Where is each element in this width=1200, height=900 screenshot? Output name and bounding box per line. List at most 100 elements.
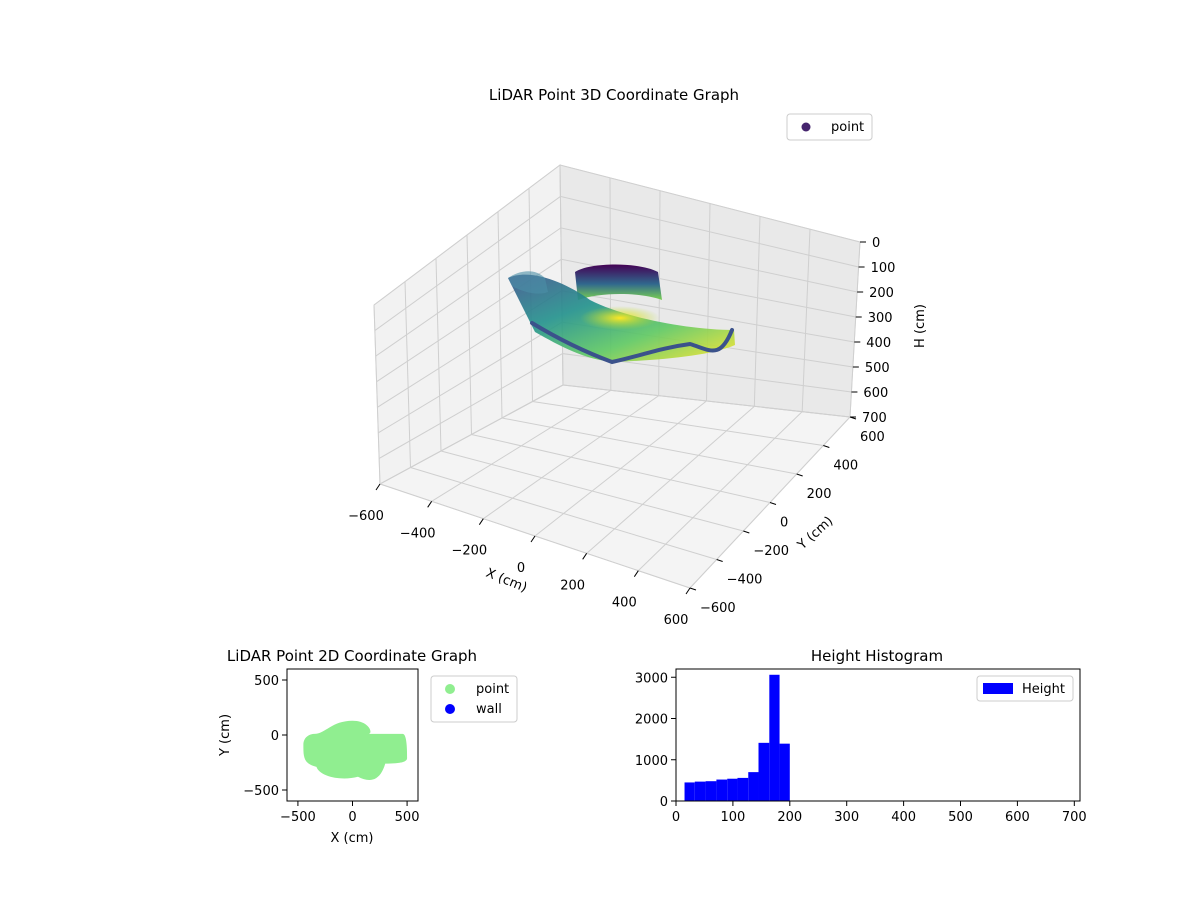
legend-histogram-swatch [983,683,1013,694]
scatter-series-point [303,720,408,780]
histogram-frame [675,668,1081,802]
grid-line-z [379,384,851,485]
histogram-bars [684,674,790,801]
grid-line-y-wall [404,281,411,468]
x-tick-label: 600 [664,613,689,628]
legend-3d-marker [801,122,811,132]
chart-3d: LiDAR Point 3D Coordinate Graph 0 100 200 3… [348,86,928,628]
z-tick-label: 700 [862,411,887,426]
histogram-bar [684,782,695,801]
grid-line-y [471,434,771,503]
histogram-bar [694,781,706,801]
grid-line-y [440,450,744,532]
x-tick-label: −600 [348,509,384,524]
y-tick-label: −200 [753,544,789,559]
legend-histogram-label: Height [1022,682,1065,697]
grid-line-z [378,353,852,459]
histogram-x-tick-label: 500 [948,810,973,825]
histogram-bar [705,781,717,801]
z-tick-label: 200 [869,286,894,301]
grid-line-x-wall [706,203,711,402]
y-axis-label-3d: Y (cm) [794,514,836,554]
z-tick-label: 0 [872,236,880,251]
histogram-bar [769,674,780,801]
cloud-arm [508,271,548,294]
z-axis-ticks: 0 100 200 300 400 500 600 700 [850,236,895,426]
y-tick-mark [823,445,830,448]
y-tick-label-2d: 500 [254,674,279,689]
grid-line-z [376,258,856,383]
x-tick-label: 400 [612,596,637,611]
chart-2d: LiDAR Point 2D Coordinate Graph −500 0 500… [218,647,518,846]
grid-line-z [375,227,858,357]
histogram-x-tick-label: 700 [1062,810,1087,825]
legend-2d: point wall [430,675,518,723]
histogram-ticks: 0 100 200 300 400 500 600 700 0 1000 2000 3000 [635,671,1087,825]
legend-histogram: Height [976,675,1074,702]
y-tick-mark [769,502,777,505]
grid-line-y-wall [466,234,472,435]
histogram-y-tick-label: 1000 [635,754,668,769]
chart-2d-title: LiDAR Point 2D Coordinate Graph [227,647,477,665]
cloud-highlight [580,306,660,330]
grid-line-y [410,467,717,560]
grid-line-y [501,417,797,475]
chart-2d-xlabel: X (cm) [331,831,374,846]
z-tick-label: 400 [866,336,891,351]
point-cloud [508,264,735,365]
y-tick-mark [796,473,803,477]
legend-2d-marker-wall [445,704,455,714]
x-tick-mark [375,483,381,491]
y-tick-label: −600 [700,601,736,616]
y-tick-label-2d: 0 [271,729,279,744]
legend-histogram-frame [976,675,1074,702]
y-tick-mark [689,587,697,591]
y-tick-label-2d: −500 [243,784,279,799]
grid-line-y-wall [435,258,442,452]
chart-histogram: Height Histogram 0 100 200 300 400 500 600 7000… [635,647,1087,825]
x-tick-mark [685,587,691,595]
histogram-title: Height Histogram [811,647,943,665]
x-tick-label-2d: 500 [395,810,420,825]
grid-line-y-wall [373,304,381,485]
x-tick-mark [427,501,433,508]
x-tick-label-2d: −500 [280,810,316,825]
legend-3d-label: point [831,120,864,135]
x-tick-label: 200 [560,578,585,593]
y-tick-label: 0 [780,516,788,531]
histogram-y-tick-label: 3000 [635,671,668,686]
x-tick-label: −200 [451,544,487,559]
histogram-x-tick-label: 400 [891,810,916,825]
grid-line-x-wall [849,241,861,418]
x-tick-mark [633,570,639,577]
z-tick-label: 100 [871,261,896,276]
y-tick-label: 400 [833,459,858,474]
y-tick-label: −400 [727,573,763,588]
y-tick-label: 600 [860,430,885,445]
legend-2d-label-wall: wall [476,702,502,717]
grid-line-x-wall [801,229,811,412]
grid-line-y [532,401,824,446]
histogram-x-tick-label: 600 [1005,810,1030,825]
z-tick-label: 300 [868,311,893,326]
histogram-x-tick-label: 200 [777,810,802,825]
legend-2d-label-point: point [476,682,509,697]
x-tick-mark [478,518,484,525]
histogram-bar [758,742,770,801]
z-axis-label-3d: H (cm) [913,304,928,348]
grid-line-z [374,195,859,331]
z-tick-label: 500 [865,361,890,376]
histogram-bar [727,778,738,801]
cloud-wall [575,264,662,300]
legend-2d-marker-point [445,684,455,694]
y-tick-mark [743,530,750,534]
chart-3d-title: LiDAR Point 3D Coordinate Graph [489,86,739,104]
x-tick-mark [582,553,588,560]
histogram-x-tick-label: 300 [834,810,859,825]
histogram-y-tick-label: 2000 [635,713,668,728]
x-axis-ticks: −600 −400 −200 0 200 400 600 [348,483,691,628]
z-tick-label: 600 [863,386,888,401]
chart-2d-ticks: −500 0 500 500 0 −500 [243,674,419,825]
